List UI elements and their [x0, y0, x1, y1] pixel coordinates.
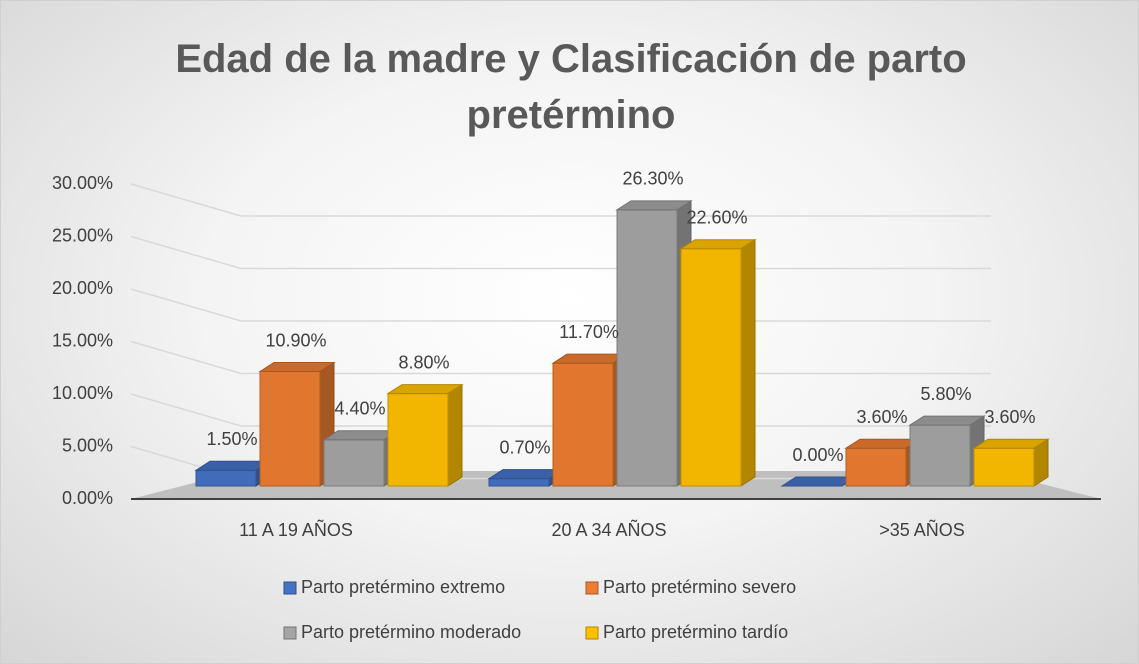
bar: [488, 478, 550, 487]
data-label: 10.90%: [265, 330, 326, 350]
y-tick-label: 20.00%: [52, 278, 113, 298]
grid-line: [130, 288, 991, 322]
bar: [909, 424, 971, 487]
data-label: 8.80%: [398, 352, 449, 372]
data-label: 4.40%: [334, 399, 385, 419]
legend-label: Parto pretérmino severo: [603, 577, 796, 597]
legend-swatch: [585, 581, 599, 595]
y-tick-label: 5.00%: [62, 435, 113, 455]
bar-top: [194, 460, 272, 471]
bar: [845, 447, 907, 487]
bar: [973, 447, 1035, 487]
data-label: 26.30%: [622, 169, 683, 189]
y-tick-label: 15.00%: [52, 330, 113, 350]
legend-label: Parto pretérmino extremo: [301, 577, 505, 597]
legend-swatch: [283, 581, 297, 595]
y-tick-label: 30.00%: [52, 173, 113, 193]
chart-title: Edad de la madre y Clasificación de part…: [175, 37, 967, 137]
x-tick-label: 20 A 34 AÑOS: [551, 519, 666, 540]
bar-top: [386, 384, 464, 395]
bar-top: [551, 353, 629, 364]
data-label: 22.60%: [686, 207, 747, 227]
legend-label: Parto pretérmino moderado: [301, 622, 521, 642]
y-tick-label: 0.00%: [62, 488, 113, 508]
y-tick-label: 10.00%: [52, 383, 113, 403]
bar-top: [679, 239, 757, 250]
bar: [387, 393, 449, 487]
bar: [323, 439, 385, 487]
bar-top: [972, 438, 1050, 449]
bar-top: [487, 469, 565, 480]
legend-swatch: [585, 626, 599, 640]
data-label: 0.00%: [792, 445, 843, 465]
data-label: 0.70%: [499, 437, 550, 457]
bar-top: [780, 476, 858, 487]
legend-label: Parto pretérmino tardío: [603, 622, 788, 642]
bar: [680, 248, 742, 487]
data-label: 3.60%: [856, 407, 907, 427]
bar-top: [322, 430, 400, 441]
grid-line: [130, 235, 991, 270]
bar-side: [740, 238, 756, 487]
bar-top: [908, 415, 986, 426]
bar-top: [258, 362, 336, 373]
x-tick-label: >35 AÑOS: [879, 519, 965, 540]
bar: [195, 469, 257, 487]
bar: [259, 371, 321, 487]
bar-top: [844, 438, 922, 449]
grid-line: [130, 183, 991, 217]
bar: [616, 209, 678, 487]
x-tick-label: 11 A 19 AÑOS: [239, 519, 353, 540]
legend-swatch: [283, 626, 297, 640]
data-label: 1.50%: [206, 429, 257, 449]
data-label: 11.70%: [559, 322, 619, 342]
bar-side: [447, 383, 463, 487]
data-label: 5.80%: [920, 384, 971, 404]
y-tick-label: 25.00%: [52, 225, 113, 245]
bar-top: [615, 200, 693, 211]
data-label: 3.60%: [984, 407, 1035, 427]
bar: [552, 362, 614, 487]
